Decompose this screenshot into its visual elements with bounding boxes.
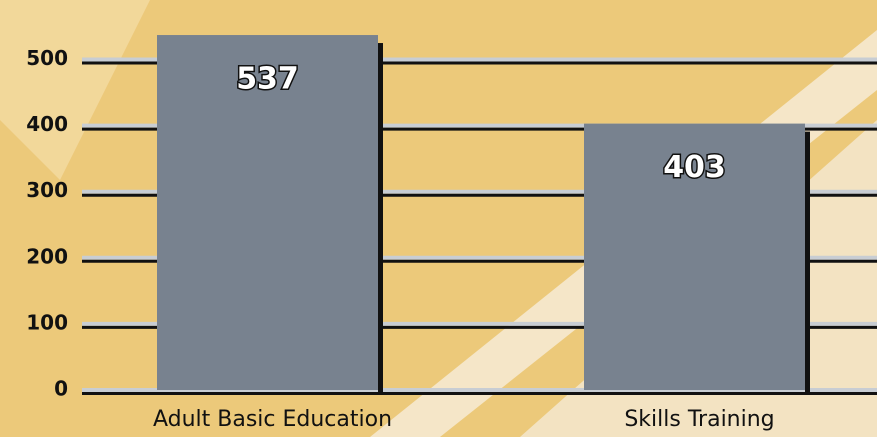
x-tick-label: Skills Training <box>624 407 774 432</box>
bar <box>157 35 378 390</box>
y-tick-label: 100 <box>26 310 68 334</box>
y-tick-label: 200 <box>26 244 68 268</box>
bar <box>584 123 805 390</box>
y-tick-label: 0 <box>54 377 68 401</box>
bar-shadow <box>378 43 383 394</box>
value-label: 403 <box>663 150 726 185</box>
bar-shadow <box>805 131 810 394</box>
x-tick-label: Adult Basic Education <box>153 407 392 432</box>
y-tick-label: 400 <box>26 112 68 136</box>
background-stripe <box>0 0 150 180</box>
y-tick-label: 500 <box>26 46 68 70</box>
y-tick-label: 300 <box>26 178 68 202</box>
value-label: 537 <box>236 62 299 97</box>
